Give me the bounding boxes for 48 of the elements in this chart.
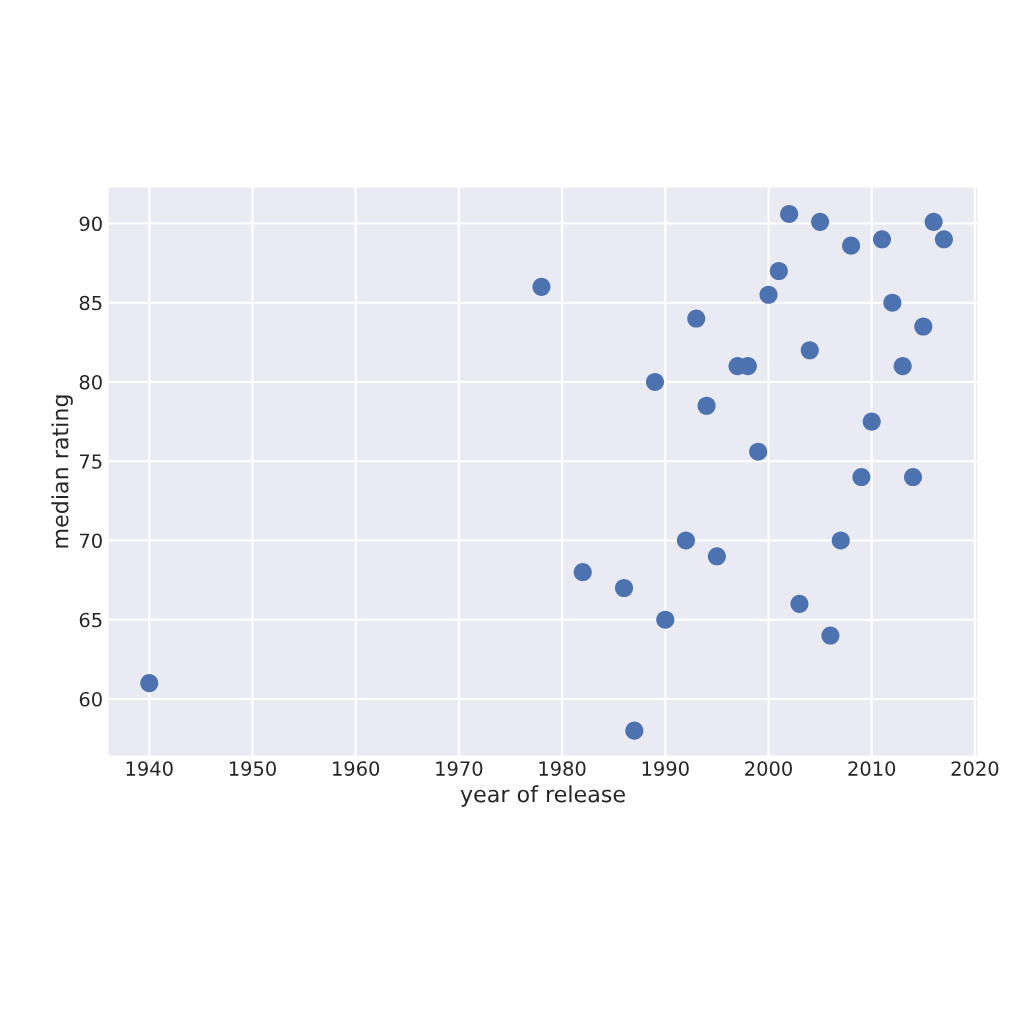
point xyxy=(140,674,159,693)
point xyxy=(759,285,778,304)
point xyxy=(676,531,695,550)
point xyxy=(769,261,788,281)
y-tick-label: 65 xyxy=(79,612,102,628)
point xyxy=(645,372,665,391)
x-tick-label: 2020 xyxy=(951,761,999,776)
x-tick-label: 1950 xyxy=(229,761,276,776)
point xyxy=(614,578,634,598)
point xyxy=(532,277,551,296)
point xyxy=(934,230,953,249)
x-tick-label: 1960 xyxy=(333,761,380,776)
point xyxy=(852,467,871,487)
point xyxy=(625,721,644,740)
point xyxy=(821,626,840,645)
y-tick-label: 75 xyxy=(79,454,102,469)
x-tick-label: 2010 xyxy=(848,761,896,776)
point xyxy=(831,531,850,550)
point xyxy=(697,396,716,415)
point xyxy=(893,357,912,376)
point xyxy=(573,563,592,582)
point xyxy=(872,230,892,249)
y-tick-label: 80 xyxy=(79,374,102,390)
point xyxy=(811,212,830,231)
point xyxy=(903,467,923,487)
x-tick-label: 1990 xyxy=(642,761,689,776)
x-axis-title: year of release xyxy=(460,785,625,807)
point xyxy=(656,610,675,629)
point xyxy=(862,412,881,431)
point xyxy=(707,547,726,566)
point xyxy=(924,212,943,231)
point xyxy=(914,317,933,336)
x-tick-label: 2000 xyxy=(745,761,792,776)
point xyxy=(800,341,819,360)
x-tick-label: 1970 xyxy=(436,761,483,776)
point xyxy=(842,236,861,255)
x-tick-label: 1940 xyxy=(126,761,173,776)
y-tick-label: 60 xyxy=(79,691,102,707)
point xyxy=(749,442,768,461)
y-axis-title: median rating xyxy=(51,395,73,548)
point xyxy=(687,309,706,328)
point xyxy=(790,594,809,613)
y-tick-label: 90 xyxy=(79,216,102,232)
point xyxy=(780,204,799,223)
y-tick-label: 70 xyxy=(79,533,102,549)
y-tick-label: 85 xyxy=(79,295,102,311)
x-tick-label: 1980 xyxy=(539,761,586,776)
point xyxy=(883,293,902,312)
